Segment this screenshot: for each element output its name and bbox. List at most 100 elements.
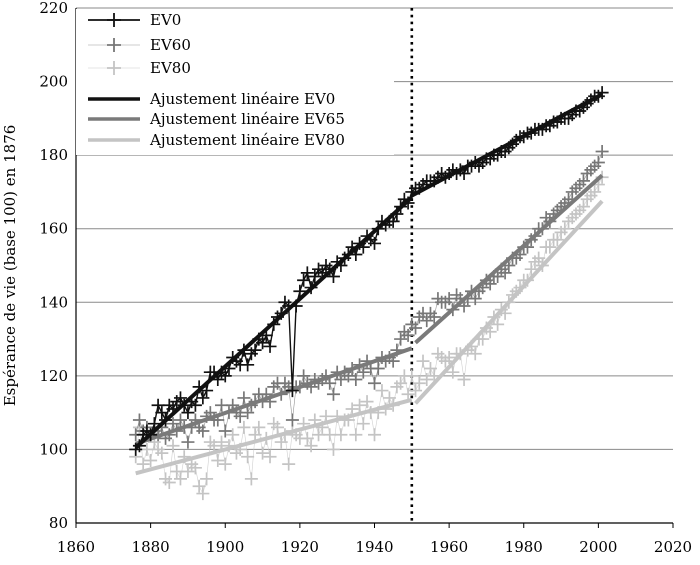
- series-2-point: [252, 420, 266, 434]
- y-tick-label: 180: [39, 146, 68, 164]
- x-tick-label: 1980: [505, 538, 543, 556]
- series-0-point: [188, 398, 202, 412]
- series-1-point: [132, 413, 146, 427]
- y-axis-label: Espérance de vie (base 100) en 1876: [1, 125, 19, 407]
- legend-item-ev0: EV0: [88, 11, 181, 29]
- series-2-point: [263, 450, 277, 464]
- series-1-point: [285, 413, 299, 427]
- series-2-point: [442, 350, 456, 364]
- legend-label-ev0: EV0: [150, 11, 181, 29]
- y-tick-label: 80: [49, 514, 68, 532]
- series-2-point: [196, 487, 210, 501]
- series-2-point: [356, 417, 370, 431]
- x-tick-label: 1880: [132, 538, 170, 556]
- series-1-point: [233, 409, 247, 423]
- series-2-point: [382, 391, 396, 405]
- series-2-point: [416, 354, 430, 368]
- series-2-point: [170, 465, 184, 478]
- series-1-point: [483, 277, 497, 291]
- legend-item-fit-ev65: Ajustement linéaire EV65: [88, 110, 345, 128]
- series-1-point: [498, 266, 512, 280]
- y-tick-label: 100: [39, 440, 68, 458]
- series-1-point: [371, 362, 385, 375]
- series-0-point: [155, 406, 169, 420]
- series-1-point: [595, 144, 609, 158]
- series-0-point: [218, 369, 232, 383]
- series-2-point: [207, 439, 221, 453]
- series-2-point: [218, 457, 232, 471]
- series-1-point: [468, 292, 482, 306]
- y-tick-label: 160: [39, 220, 68, 238]
- series-2-point: [323, 428, 337, 442]
- y-tick-label: 200: [39, 73, 68, 91]
- series-2-point: [162, 476, 176, 490]
- series-0-point: [308, 270, 322, 284]
- series-2-point: [215, 435, 229, 449]
- series-1-point: [334, 373, 348, 387]
- series-4-fit-segment-0: [135, 346, 413, 446]
- series-2-point: [300, 431, 314, 445]
- series-1-point: [349, 373, 363, 387]
- series-1-point: [409, 321, 423, 335]
- series-2-point: [226, 428, 240, 442]
- series-2-point: [550, 233, 564, 247]
- series-0-point: [293, 284, 307, 298]
- series-1-point: [427, 310, 441, 324]
- series-2-point: [237, 420, 251, 434]
- series-2-point: [360, 395, 374, 409]
- series-2-point: [200, 472, 214, 486]
- x-tick-label: 1940: [355, 538, 393, 556]
- series-2-point: [166, 439, 180, 453]
- series-2-point: [136, 457, 150, 471]
- series-2-point: [524, 262, 538, 276]
- series-1-point: [442, 292, 456, 306]
- x-tick-label: 2020: [654, 538, 692, 556]
- series-2-point: [401, 387, 415, 401]
- series-2-point: [241, 450, 255, 464]
- x-tick-label: 2000: [579, 538, 617, 556]
- series-2-point: [476, 332, 490, 346]
- series-1-point: [237, 391, 251, 405]
- series-1-point: [173, 413, 187, 427]
- series-0-point: [200, 384, 214, 398]
- series-2-point: [420, 373, 434, 387]
- legend-background: [76, 9, 394, 155]
- axes: 80 100 120 140 160 180 200 220 1860 1880 1900 1920 1…: [39, 0, 692, 556]
- legend-marker-ev0: [107, 13, 121, 27]
- series-2-point: [244, 472, 258, 486]
- legend-item-fit-ev0: Ajustement linéaire EV0: [88, 90, 335, 108]
- series-2-point: [457, 373, 471, 387]
- series-1-point: [356, 365, 370, 379]
- series-2-point: [423, 362, 437, 375]
- series-2-point: [192, 479, 206, 493]
- series-1-point: [196, 424, 210, 438]
- series-0-point: [263, 339, 277, 353]
- series-2-thin-line: [135, 177, 603, 495]
- x-tick-label: 1860: [57, 538, 95, 556]
- series-2-point: [248, 428, 262, 442]
- legend-label-ev60: EV60: [150, 36, 191, 54]
- series-2-point: [588, 185, 602, 199]
- series-1-point: [591, 156, 605, 169]
- series-0-point: [151, 398, 165, 412]
- series-0-point: [326, 270, 340, 284]
- series-2-point: [558, 222, 572, 236]
- series-0-point: [181, 406, 195, 420]
- series-2-point: [173, 472, 187, 486]
- series-2-point: [375, 384, 389, 398]
- legend-label-ev80: EV80: [150, 59, 191, 77]
- series-4-fit-segment-1: [414, 173, 604, 345]
- series-0-point: [368, 236, 381, 250]
- series-2-point: [405, 369, 419, 383]
- series-5-fit-segment-0: [135, 397, 413, 476]
- legend-marker-ev80: [107, 61, 121, 75]
- series-1-point: [323, 376, 337, 390]
- series-2-point: [304, 439, 318, 453]
- series-2-point: [181, 465, 195, 478]
- series-1-point: [215, 398, 229, 412]
- legend-label-fit-ev0: Ajustement linéaire EV0: [149, 90, 335, 108]
- series-1-point: [420, 314, 434, 328]
- series-2-point: [326, 442, 340, 456]
- series-1-point: [401, 328, 415, 342]
- series-1-point: [394, 332, 408, 346]
